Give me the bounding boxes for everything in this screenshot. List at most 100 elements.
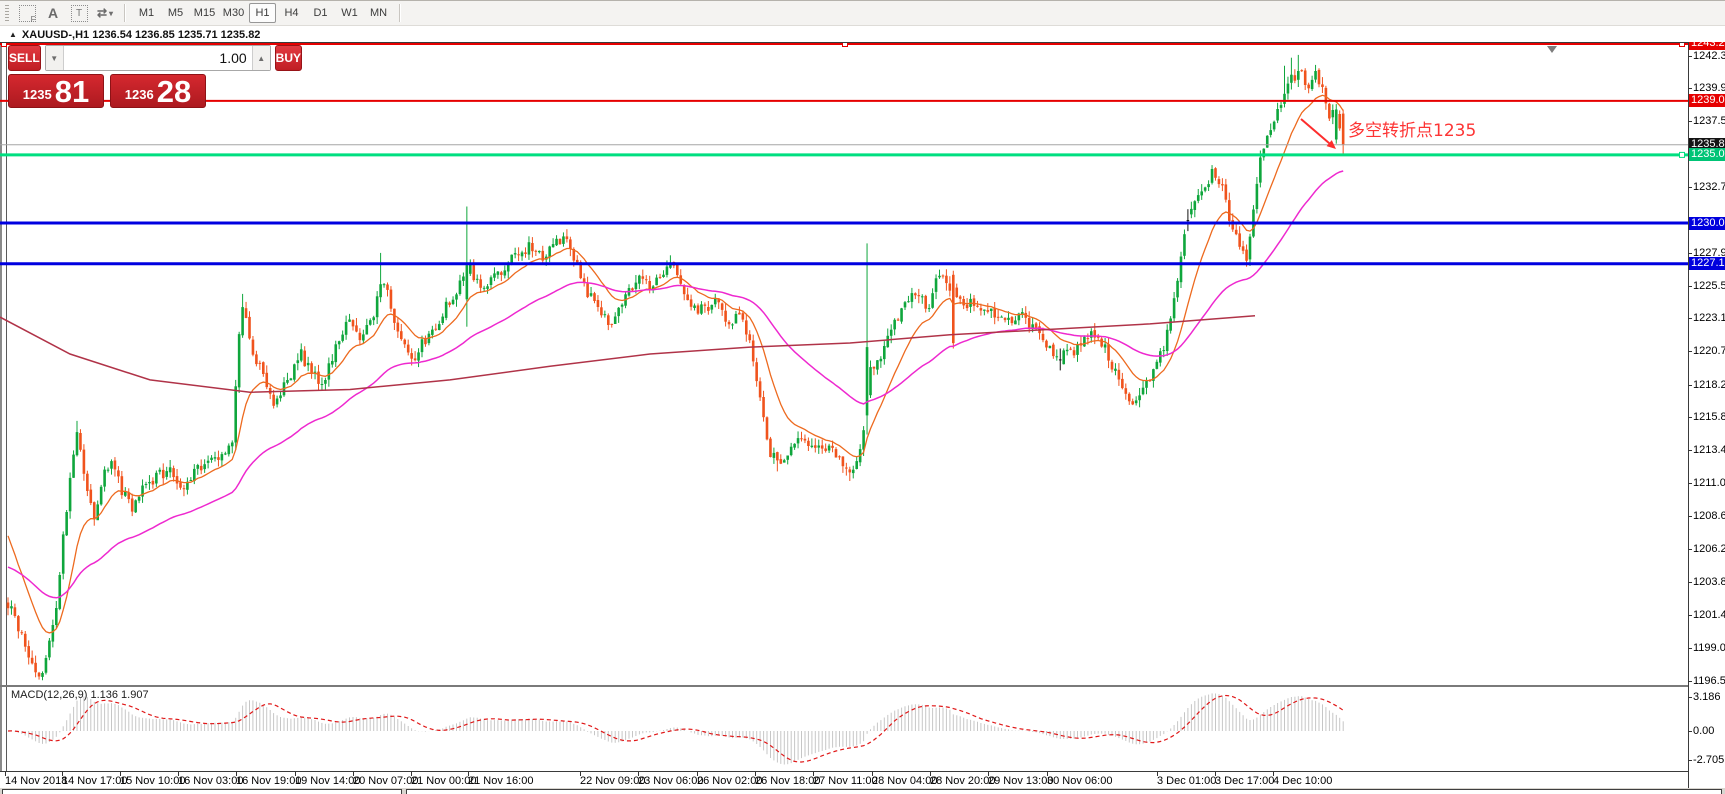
macd-tick-label: -2.705 (1693, 754, 1725, 766)
time-tick (178, 772, 179, 776)
timeframe-m5[interactable]: M5 (167, 7, 184, 19)
timeframe-buttons: M1 M5 M15 M30 H1 H4 D1 W1 MN (132, 3, 393, 23)
macd-tick (1688, 731, 1692, 732)
time-axis-label: 16 Nov 03:00 (178, 775, 244, 787)
macd-separator[interactable] (0, 685, 1688, 687)
price-tick-label: 1211.05 (1693, 477, 1725, 489)
expert-grid-f-icon[interactable]: F (15, 3, 39, 24)
time-tick (988, 772, 989, 776)
text-label-icon[interactable]: T (67, 3, 91, 23)
price-badge: 1239.03 (1689, 94, 1725, 107)
time-axis-label: 16 Nov 19:00 (236, 775, 302, 787)
timeframe-mn[interactable]: MN (369, 7, 388, 19)
time-tick (353, 772, 354, 776)
price-tick (1688, 121, 1692, 122)
price-tick-label: 1215.85 (1693, 411, 1725, 423)
price-tick (1688, 253, 1692, 254)
price-tick-label: 1232.75 (1693, 181, 1725, 193)
timeframe-h1[interactable]: H1 (249, 3, 276, 23)
candlestick-chart[interactable] (0, 0, 1688, 794)
macd-tick (1688, 697, 1692, 698)
time-tick (580, 772, 581, 776)
turning-point-annotation[interactable]: 多空转折点1235 (1348, 121, 1477, 141)
time-axis-label: 21 Nov 16:00 (468, 775, 534, 787)
time-axis-label: 28 Nov 20:00 (930, 775, 996, 787)
price-tick (1688, 615, 1692, 616)
volume-decrease-button[interactable]: ▼ (45, 46, 64, 70)
time-axis-label: 29 Nov 13:00 (988, 775, 1054, 787)
time-tick (697, 772, 698, 776)
price-tick (1688, 318, 1692, 319)
cursor-a-icon[interactable]: A (47, 5, 59, 21)
timeframe-m1[interactable]: M1 (138, 7, 155, 19)
price-tick (1688, 648, 1692, 649)
sell-price-big: 81 (54, 74, 90, 109)
buy-button[interactable]: BUY (274, 45, 303, 71)
price-tick (1688, 681, 1692, 682)
toolbar-separator (399, 4, 401, 22)
time-axis-label: 23 Nov 06:00 (638, 775, 704, 787)
timeframe-m30[interactable]: M30 (222, 7, 245, 19)
price-tick-label: 1220.70 (1693, 345, 1725, 357)
price-tick (1688, 385, 1692, 386)
timeframe-m15[interactable]: M15 (193, 7, 216, 19)
chart-title-bar[interactable]: ▲ XAUUSD-,H1 1236.54 1236.85 1235.71 123… (0, 27, 1725, 42)
time-tick (755, 772, 756, 776)
buy-price-box[interactable]: 1236 28 (110, 74, 206, 108)
time-tick (930, 772, 931, 776)
time-axis-label: 20 Nov 07:00 (353, 775, 419, 787)
price-tick-label: 1206.20 (1693, 543, 1725, 555)
time-tick (468, 772, 469, 776)
price-tick-label: 1218.25 (1693, 379, 1725, 391)
macd-tick-label: 0.00 (1693, 725, 1715, 737)
price-tick-label: 1201.40 (1693, 609, 1725, 621)
macd-tick (1688, 760, 1692, 761)
time-tick (813, 772, 814, 776)
dropdown-caret-icon: ▾ (109, 8, 114, 18)
time-axis-label: 14 Nov 17:00 (62, 775, 128, 787)
time-tick (638, 772, 639, 776)
price-tick (1688, 483, 1692, 484)
time-tick (872, 772, 873, 776)
price-tick (1688, 417, 1692, 418)
time-axis-label: 3 Dec 17:00 (1215, 775, 1275, 787)
price-tick-label: 1208.60 (1693, 510, 1725, 522)
fast-ma (7, 94, 1344, 634)
price-tick-label: 1213.45 (1693, 444, 1725, 456)
arrow-annotation[interactable] (1300, 118, 1336, 149)
candles[interactable] (6, 54, 1345, 681)
price-tick (1688, 187, 1692, 188)
toolbar-separator (124, 4, 126, 22)
chart-shift-marker[interactable] (1547, 46, 1557, 53)
buy-price-big: 28 (156, 74, 192, 109)
chart-title: XAUUSD-,H1 1236.54 1236.85 1235.71 1235.… (21, 28, 261, 41)
time-tick (236, 772, 237, 776)
time-axis-label: 28 Nov 04:00 (872, 775, 938, 787)
time-tick (1047, 772, 1048, 776)
price-tick (1688, 450, 1692, 451)
timeframe-w1[interactable]: W1 (341, 7, 358, 19)
text-box-icon: T (70, 4, 88, 22)
price-tick-label: 1203.80 (1693, 576, 1725, 588)
dotted-grid-icon: F (18, 4, 36, 24)
time-axis[interactable]: 14 Nov 2018 14 Nov 17:00 15 Nov 10:00 16 No… (0, 772, 1688, 788)
time-axis-label: 26 Nov 02:00 (697, 775, 763, 787)
price-tick (1688, 286, 1692, 287)
sell-button[interactable]: SELL (8, 45, 41, 71)
collapse-triangle-icon: ▲ (9, 30, 17, 39)
horizontal-level-lines[interactable] (0, 41, 1688, 266)
window-left-edge (0, 42, 7, 788)
price-axis[interactable]: 1242.35 1239.95 1237.55 1232.75 1227.90 1225.… (1688, 37, 1725, 794)
volume-input[interactable] (63, 46, 252, 70)
timeframe-h4[interactable]: H4 (284, 7, 299, 19)
volume-increase-button[interactable]: ▲ (251, 46, 270, 70)
sell-price-box[interactable]: 1235 81 (8, 74, 104, 108)
toolbar-drag-handle[interactable] (5, 5, 9, 21)
indicator-arrows-icon[interactable]: ⇄ ▾ (96, 6, 114, 20)
price-tick (1688, 582, 1692, 583)
price-tick (1688, 56, 1692, 57)
time-tick (1273, 772, 1274, 776)
price-tick-label: 1239.95 (1693, 82, 1725, 94)
macd-signal-line (7, 694, 1344, 763)
timeframe-d1[interactable]: D1 (313, 7, 328, 19)
